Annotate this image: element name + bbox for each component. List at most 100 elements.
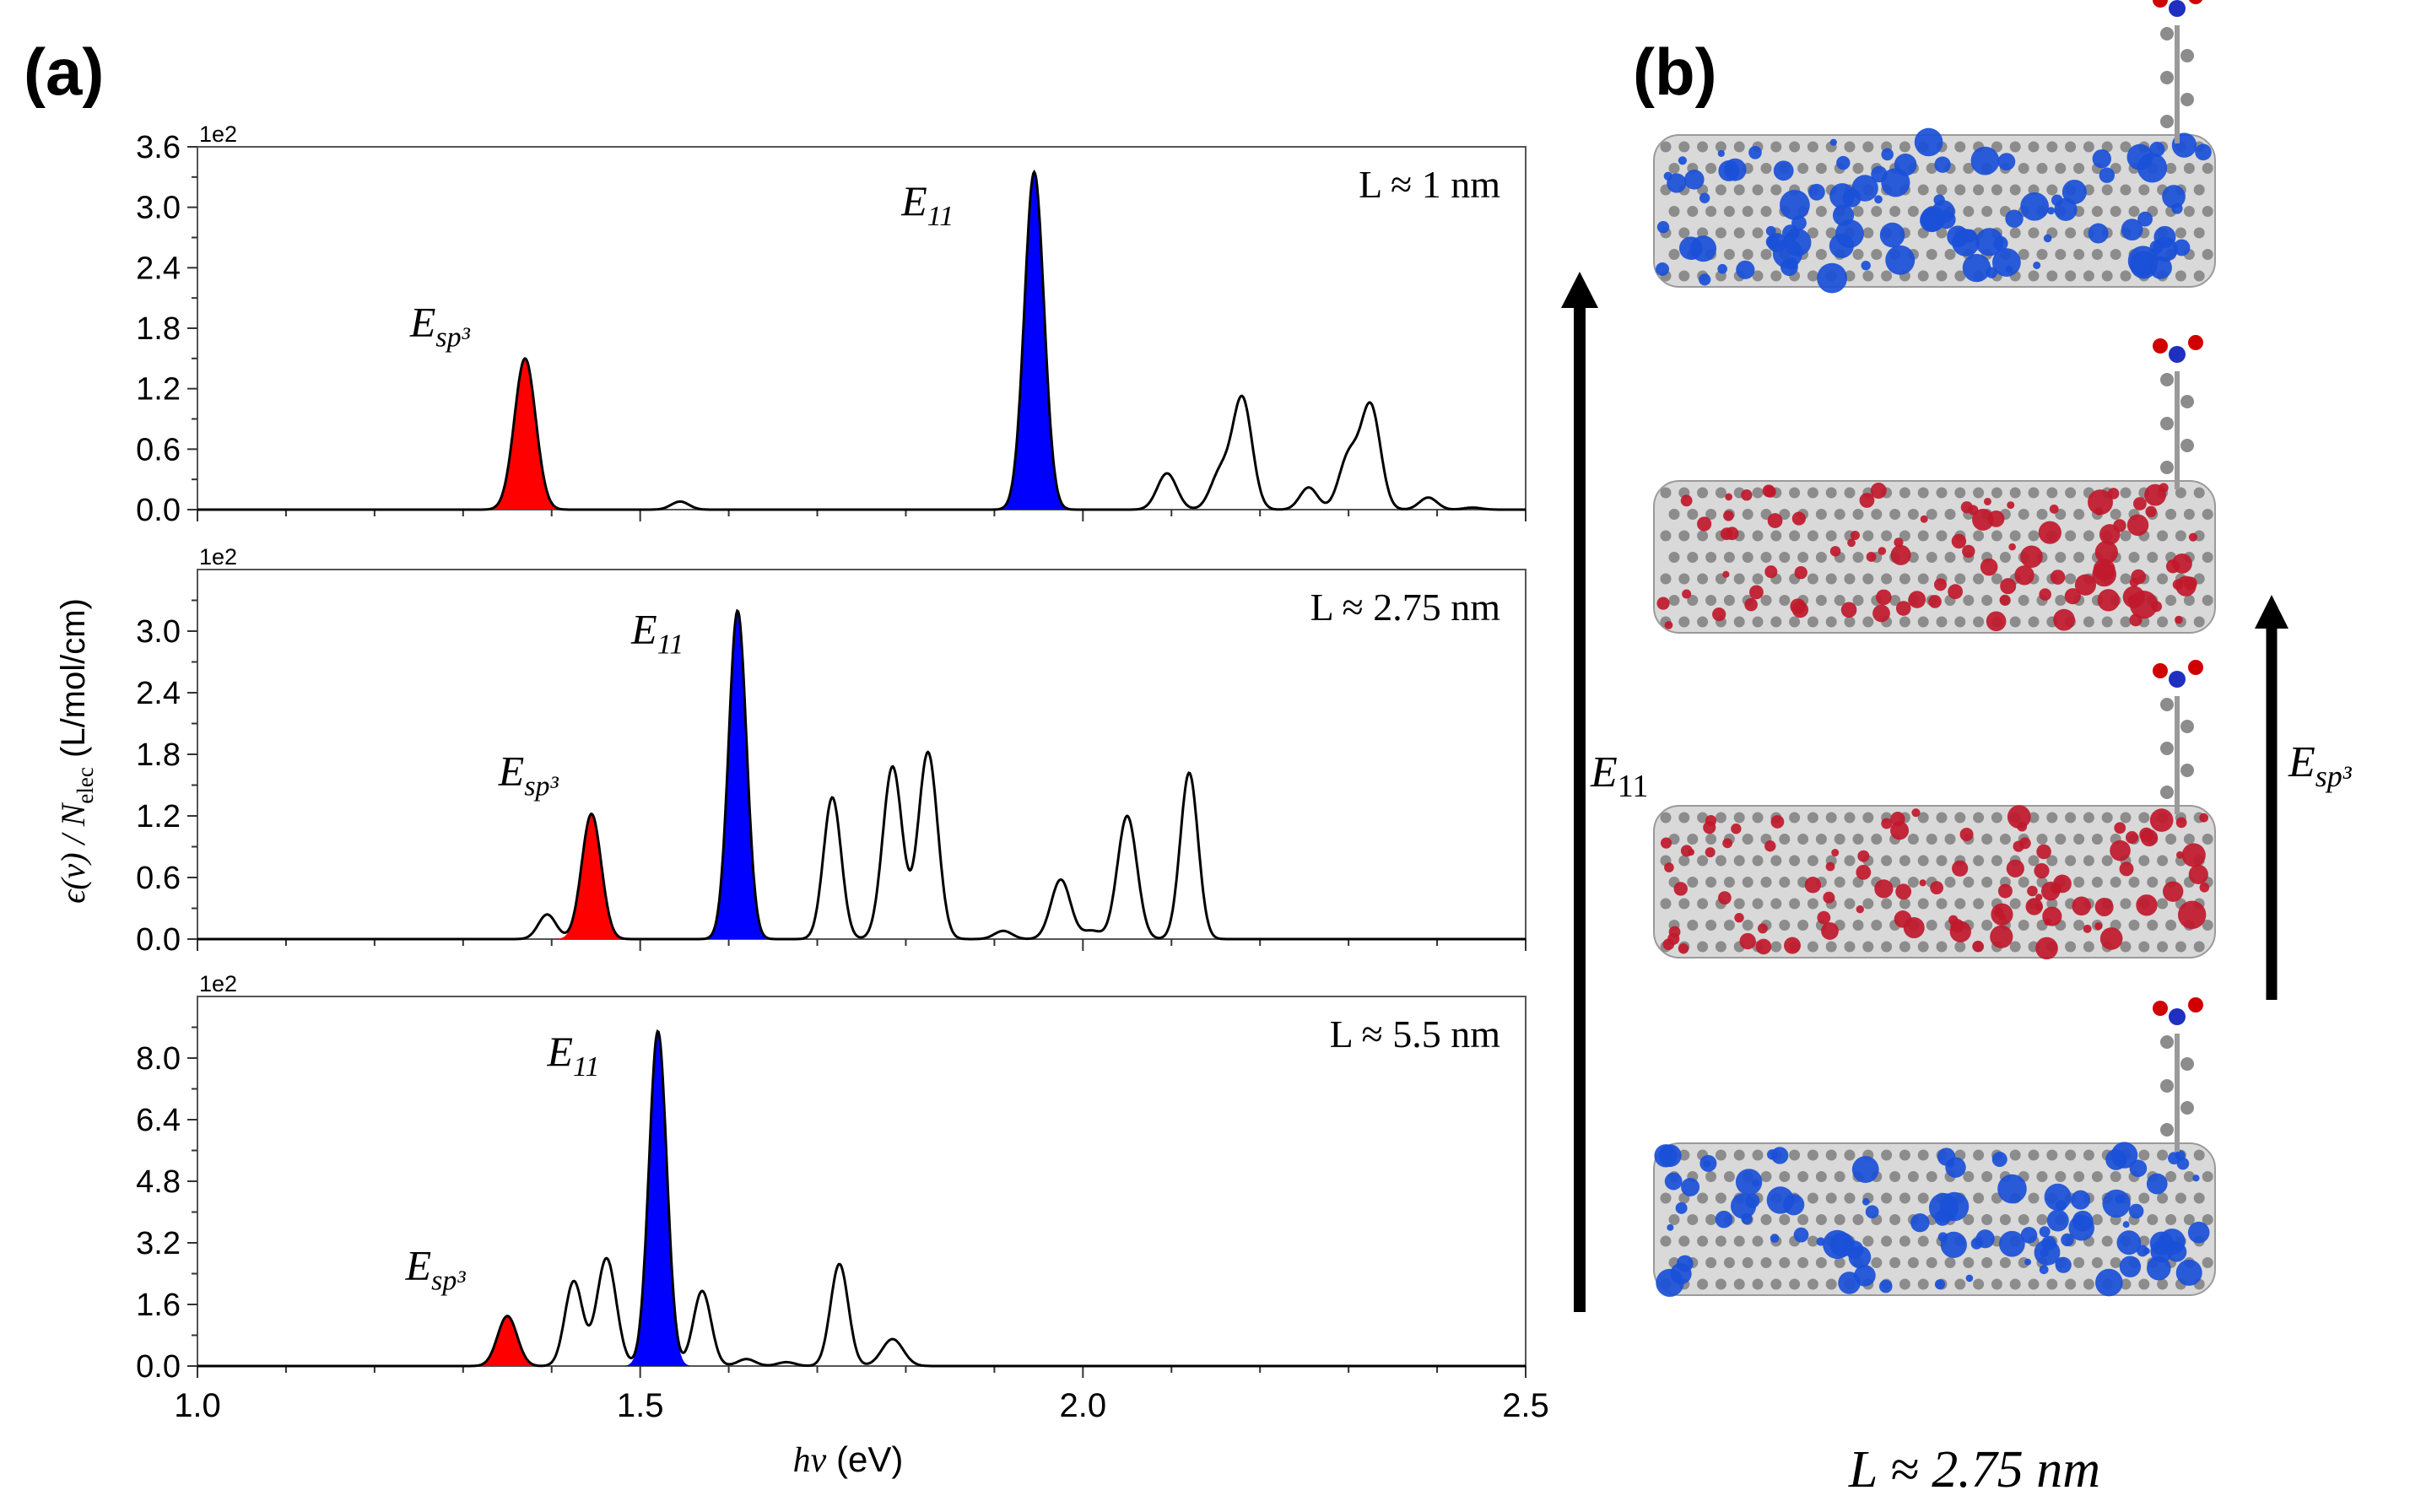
atom bbox=[1926, 249, 1937, 260]
atom bbox=[2202, 163, 2213, 174]
atom bbox=[2165, 595, 2177, 606]
x-label-unit: (eV) bbox=[826, 1439, 903, 1479]
orbital-lobe bbox=[1997, 153, 2016, 171]
orbital-lobe bbox=[2137, 211, 2153, 227]
atom bbox=[1963, 877, 1975, 888]
orbital-lobe bbox=[1664, 621, 1673, 629]
orbital-lobe bbox=[1857, 850, 1870, 862]
atom bbox=[1752, 1278, 1764, 1290]
orbital-lobe bbox=[1748, 146, 1762, 159]
atom bbox=[1733, 1149, 1745, 1161]
orbital-lobe bbox=[1748, 585, 1764, 600]
atom bbox=[1742, 920, 1753, 931]
orbital-lobe bbox=[2159, 1228, 2186, 1256]
orbital-lobe bbox=[2061, 179, 2087, 204]
orbital-lobe bbox=[2027, 885, 2038, 897]
atom bbox=[1917, 898, 1929, 910]
orbital-lobe bbox=[1717, 891, 1732, 905]
atom bbox=[2083, 1149, 2094, 1161]
atom bbox=[1723, 206, 1735, 217]
atom bbox=[1723, 920, 1735, 931]
x-tick-label: 2.5 bbox=[1502, 1387, 1549, 1424]
atom bbox=[1871, 834, 1883, 845]
atom bbox=[2165, 1171, 2177, 1182]
orbital-lobe bbox=[2133, 497, 2147, 510]
atom bbox=[1991, 487, 2002, 499]
atom bbox=[1779, 1257, 1791, 1268]
svg-text:ϵ(ν) / Nelec (L/mol/cm): ϵ(ν) / Nelec (L/mol/cm) bbox=[54, 598, 98, 904]
y-tick-label: 2.4 bbox=[136, 251, 181, 286]
orbital-lobe bbox=[1874, 879, 1894, 899]
atom bbox=[2028, 812, 2040, 824]
atom bbox=[2065, 1149, 2077, 1161]
orbital-lobe bbox=[2162, 185, 2186, 208]
orbital-lobe bbox=[1712, 608, 1726, 622]
atom bbox=[2065, 812, 2077, 824]
atom bbox=[2036, 834, 2048, 845]
atom bbox=[2073, 1171, 2085, 1182]
atom bbox=[2183, 509, 2195, 520]
orbital-lobe bbox=[1678, 156, 1687, 165]
orbital-lobe bbox=[1765, 225, 1776, 236]
orbital-lobe bbox=[2119, 1256, 2142, 1277]
atom bbox=[1789, 812, 1801, 824]
oxygen-atom bbox=[2153, 0, 2168, 8]
orbital-lobe bbox=[2175, 615, 2183, 624]
atom bbox=[1752, 616, 1764, 628]
atom bbox=[1981, 920, 1993, 931]
orbital-lobe bbox=[1991, 1152, 2007, 1168]
orbital-lobe bbox=[1664, 1172, 1683, 1191]
orbital-lobe bbox=[1930, 881, 1944, 895]
orbital-4 bbox=[1653, 997, 2216, 1297]
y-tick-label: 0.6 bbox=[136, 432, 181, 467]
atom bbox=[1825, 1192, 1837, 1204]
atom bbox=[2157, 1192, 2169, 1204]
orbital-lobe bbox=[2099, 167, 2116, 183]
atom bbox=[1963, 1214, 1975, 1225]
atom bbox=[1705, 1257, 1717, 1268]
atom bbox=[2009, 487, 2021, 499]
atom bbox=[1844, 898, 1856, 910]
orbital-1 bbox=[1653, 0, 2216, 294]
esp3-peak-fill bbox=[556, 813, 627, 939]
exponent-label: 1e2 bbox=[199, 122, 237, 147]
orbital-lobe bbox=[1951, 533, 1967, 549]
atom bbox=[1825, 1278, 1837, 1290]
subplot-l-2-75nm: 0.0 0.6 1.2 1.8 2.4 3.0 1e2 L ≈ 2.75 nm Esp³ E11 bbox=[136, 544, 1527, 958]
atom bbox=[1834, 509, 1845, 520]
atom bbox=[2073, 920, 2085, 931]
atom bbox=[1678, 616, 1690, 628]
atom bbox=[2110, 1171, 2121, 1182]
orbital-lobe bbox=[2049, 504, 2059, 514]
orbital-lobe bbox=[2043, 234, 2052, 243]
orbital-lobe bbox=[2129, 577, 2139, 587]
orbital-lobe bbox=[1823, 1229, 1852, 1260]
atom bbox=[1715, 487, 1726, 499]
atom bbox=[1844, 616, 1856, 628]
orbital-lobe bbox=[1997, 1174, 2027, 1204]
oxygen-atom bbox=[2153, 663, 2168, 678]
y-label-eps: ϵ(ν) / N bbox=[54, 802, 92, 904]
atom bbox=[2180, 1057, 2194, 1071]
atom bbox=[1917, 573, 1929, 585]
orbital-lobe bbox=[1829, 138, 1837, 146]
atom bbox=[1807, 573, 1818, 585]
atom bbox=[1973, 573, 1985, 585]
atom bbox=[1815, 595, 1827, 606]
y-tick-label: 8.0 bbox=[136, 1041, 181, 1077]
atom bbox=[2160, 698, 2174, 711]
orbital-lobe bbox=[1856, 864, 1872, 880]
atom bbox=[2193, 616, 2205, 628]
atom bbox=[1991, 573, 2002, 585]
atom bbox=[2202, 920, 2213, 931]
orbital-lobe bbox=[1680, 845, 1693, 857]
atom bbox=[1844, 141, 1856, 153]
atom bbox=[2138, 1192, 2150, 1204]
atom bbox=[1825, 227, 1837, 239]
atom bbox=[1687, 509, 1699, 520]
orbital-lobe bbox=[1735, 1169, 1763, 1196]
atom bbox=[1715, 1192, 1726, 1204]
atom bbox=[1733, 898, 1745, 910]
y-tick-label: 1.8 bbox=[136, 311, 181, 347]
atom bbox=[1862, 941, 1874, 953]
